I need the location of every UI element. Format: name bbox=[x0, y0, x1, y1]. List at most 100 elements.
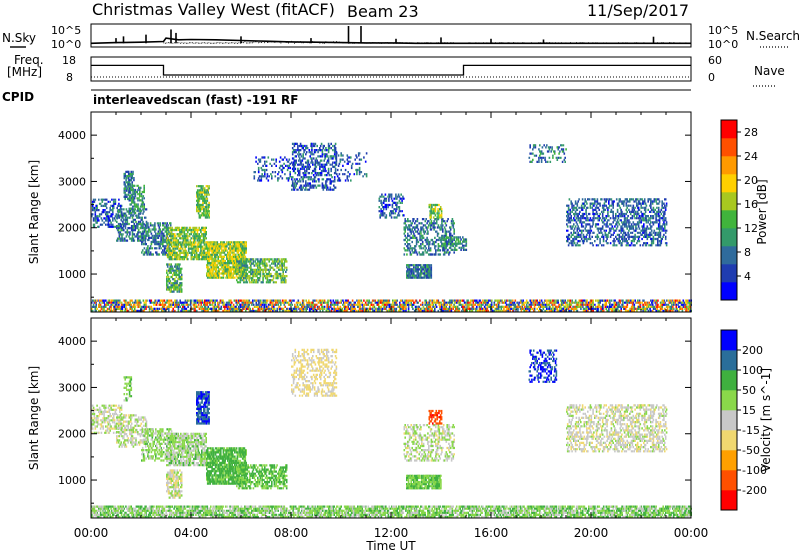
frequency-panel-frame bbox=[90, 56, 692, 82]
noise-series bbox=[90, 26, 691, 45]
velocity-panel: 1000 2000 3000 4000 00:00 04:00 08:00 12:00 16:… bbox=[27, 317, 708, 553]
power-colorbar-tick-label: 28 bbox=[744, 126, 758, 139]
nsky-label: N.Sky bbox=[2, 31, 36, 45]
data-cells bbox=[196, 391, 210, 425]
nsearch-label: N.Search bbox=[746, 29, 800, 43]
velocity-colorbar-frame bbox=[720, 329, 738, 511]
y-tick-label: 2000 bbox=[58, 222, 86, 235]
data-cells bbox=[257, 156, 291, 182]
power-colorbar-swatch bbox=[721, 228, 737, 247]
power-colorbar: 4 8 12 16 20 24 28 Power [dB] bbox=[720, 119, 769, 301]
velocity-colorbar-swatches bbox=[721, 330, 737, 511]
nsearch-series-dots bbox=[163, 40, 691, 44]
y-tick-label: 3000 bbox=[58, 175, 86, 188]
power-colorbar-swatch bbox=[721, 192, 737, 211]
frequency-series-line bbox=[91, 64, 691, 76]
data-cells bbox=[116, 414, 147, 448]
data-cells bbox=[291, 348, 338, 397]
data-cells bbox=[93, 299, 693, 313]
data-cells bbox=[116, 414, 148, 448]
y-tick-label: 4000 bbox=[58, 335, 86, 348]
data-cells bbox=[566, 404, 668, 453]
data-cells bbox=[442, 238, 468, 251]
data-cells bbox=[166, 263, 183, 293]
freq-tick-high: 18 bbox=[62, 54, 76, 67]
x-tick-label: 08:00 bbox=[274, 526, 309, 540]
data-cells bbox=[91, 404, 123, 434]
velocity-colorbar-swatch bbox=[721, 450, 737, 471]
data-cells bbox=[378, 193, 404, 219]
power-colorbar-swatches bbox=[721, 120, 737, 301]
data-cells bbox=[236, 258, 288, 284]
velocity-colorbar-tick-label: 100 bbox=[742, 364, 763, 377]
velocity-colorbar-tick-label: 200 bbox=[742, 344, 763, 357]
data-cells bbox=[116, 208, 148, 242]
freq-label: Freq. bbox=[14, 53, 44, 67]
freq-unit-label: [MHz] bbox=[7, 65, 42, 79]
data-cells bbox=[91, 505, 692, 519]
data-cells bbox=[123, 376, 133, 402]
data-cells bbox=[406, 474, 442, 490]
data-cells bbox=[236, 464, 288, 490]
power-colorbar-swatch bbox=[721, 174, 737, 193]
cpid-label: CPID bbox=[2, 90, 34, 104]
cpid-text: interleavedscan (fast) -191 RF bbox=[93, 93, 298, 107]
velocity-colorbar-swatch bbox=[721, 430, 737, 451]
data-cells bbox=[529, 349, 558, 383]
velocity-colorbar-tick-label: -15 bbox=[742, 424, 760, 437]
data-cells bbox=[91, 299, 691, 313]
data-cells bbox=[166, 471, 183, 499]
velocity-colorbar-ticks: 200 100 50 15 -15 -50 -100 -200 bbox=[737, 344, 767, 497]
data-cells bbox=[566, 198, 668, 247]
velocity-colorbar-tick-label: -100 bbox=[742, 464, 767, 477]
data-cells bbox=[206, 241, 247, 279]
velocity-colorbar-swatch bbox=[721, 350, 737, 371]
data-cells bbox=[116, 208, 145, 242]
data-cells bbox=[378, 193, 404, 219]
y-tick-label: 4000 bbox=[58, 129, 86, 142]
velocity-colorbar: 200 100 50 15 -15 -50 -100 -200 Velocity [m s^-… bbox=[720, 329, 773, 511]
data-cells bbox=[196, 185, 210, 219]
nave-tick-low: 0 bbox=[708, 71, 715, 84]
frequency-series bbox=[91, 64, 691, 78]
data-cells bbox=[108, 299, 686, 313]
data-cells bbox=[141, 428, 173, 462]
data-cells bbox=[291, 142, 338, 191]
noise-panel: 10^5 10^0 10^5 10^0 bbox=[51, 23, 738, 51]
station-title: Christmas Valley West (fitACF) bbox=[92, 0, 335, 19]
data-cells bbox=[291, 142, 337, 191]
data-cells bbox=[406, 474, 441, 490]
data-cells bbox=[406, 264, 432, 279]
data-cells bbox=[255, 156, 291, 182]
noise-right-tick-high: 10^5 bbox=[708, 24, 738, 37]
data-cells bbox=[566, 198, 668, 247]
data-cells bbox=[196, 185, 210, 219]
velocity-colorbar-swatch bbox=[721, 410, 737, 431]
power-colorbar-swatch bbox=[721, 210, 737, 229]
power-colorbar-label: Power [dB] bbox=[755, 179, 769, 244]
data-cells bbox=[566, 404, 668, 453]
data-cells bbox=[291, 348, 338, 397]
power-colorbar-tick-label: 20 bbox=[744, 174, 758, 187]
power-colorbar-frame bbox=[720, 119, 738, 301]
power-colorbar-tick-label: 16 bbox=[744, 198, 758, 211]
velocity-colorbar-tick-label: -200 bbox=[742, 484, 767, 497]
power-colorbar-swatch bbox=[721, 138, 737, 157]
power-y-axis: 1000 2000 3000 4000 bbox=[58, 112, 691, 312]
data-cells bbox=[166, 432, 207, 467]
data-cells bbox=[166, 263, 183, 293]
data-cells bbox=[428, 203, 443, 219]
power-colorbar-swatch bbox=[721, 264, 737, 283]
x-tick-label: 12:00 bbox=[374, 526, 409, 540]
data-cells bbox=[129, 184, 145, 214]
data-cells bbox=[141, 428, 173, 462]
nave-label: Nave bbox=[754, 64, 785, 78]
power-data bbox=[91, 142, 693, 313]
power-panel: 1000 2000 3000 4000 Slant Range [km] bbox=[27, 111, 693, 313]
x-tick-label: 16:00 bbox=[474, 526, 509, 540]
velocity-y-axis: 1000 2000 3000 4000 bbox=[58, 318, 691, 518]
beam-label: Beam 23 bbox=[347, 2, 419, 21]
data-cells bbox=[403, 424, 455, 462]
data-cells bbox=[94, 299, 692, 313]
